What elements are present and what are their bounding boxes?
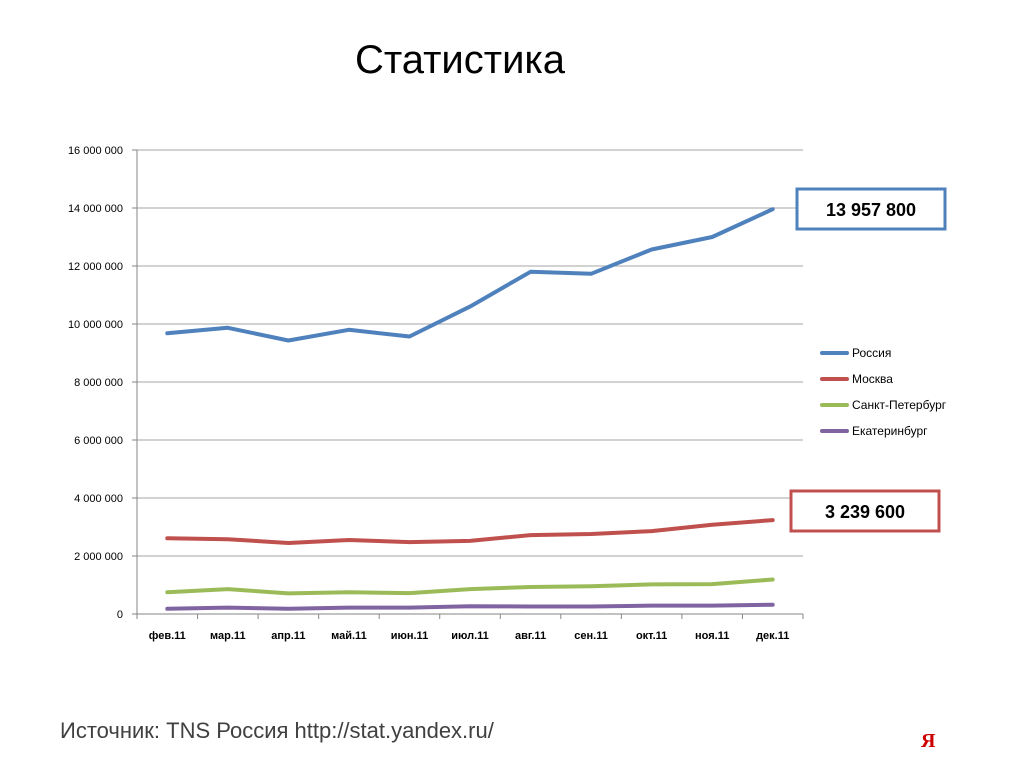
y-tick-label: 14 000 000 xyxy=(68,203,123,215)
y-tick-label: 8 000 000 xyxy=(74,377,123,389)
yandex-logo: Я xyxy=(921,730,936,752)
x-tick-label: фев.11 xyxy=(149,630,186,642)
y-tick-label: 10 000 000 xyxy=(68,319,123,331)
x-tick-label: июл.11 xyxy=(451,630,489,642)
value-callout-box xyxy=(789,489,941,533)
value-callout-label: 3 239 600 xyxy=(825,502,905,522)
slide-title: Статистика xyxy=(354,38,566,82)
x-tick-label: мар.11 xyxy=(210,630,246,642)
series-line xyxy=(165,207,775,343)
series-line xyxy=(165,602,775,611)
y-tick-label: 0 xyxy=(117,609,123,621)
y-tick-label: 12 000 000 xyxy=(68,261,123,273)
series-line xyxy=(165,518,775,545)
x-tick-label: окт.11 xyxy=(636,630,667,642)
x-tick-label: ноя.11 xyxy=(695,630,729,642)
x-tick-label: апр.11 xyxy=(271,630,305,642)
value-callout-box xyxy=(795,187,947,231)
legend-label: Екатеринбург xyxy=(852,424,928,438)
x-tick-label: дек.11 xyxy=(756,630,789,642)
legend-label: Москва xyxy=(852,372,893,386)
source-caption: Источник: TNS Россия http://stat.yandex.… xyxy=(60,718,494,743)
x-tick-label: июн.11 xyxy=(391,630,429,642)
y-tick-label: 2 000 000 xyxy=(74,551,123,563)
value-callout-label: 13 957 800 xyxy=(826,200,916,220)
series-line xyxy=(165,577,775,596)
y-tick-label: 4 000 000 xyxy=(74,493,123,505)
legend-label: Россия xyxy=(852,346,891,360)
x-tick-label: сен.11 xyxy=(574,630,608,642)
y-tick-label: 6 000 000 xyxy=(74,435,123,447)
x-tick-label: авг.11 xyxy=(515,630,546,642)
y-tick-label: 16 000 000 xyxy=(68,145,123,157)
x-tick-label: май.11 xyxy=(331,630,367,642)
legend-label: Санкт-Петербург xyxy=(852,398,947,412)
